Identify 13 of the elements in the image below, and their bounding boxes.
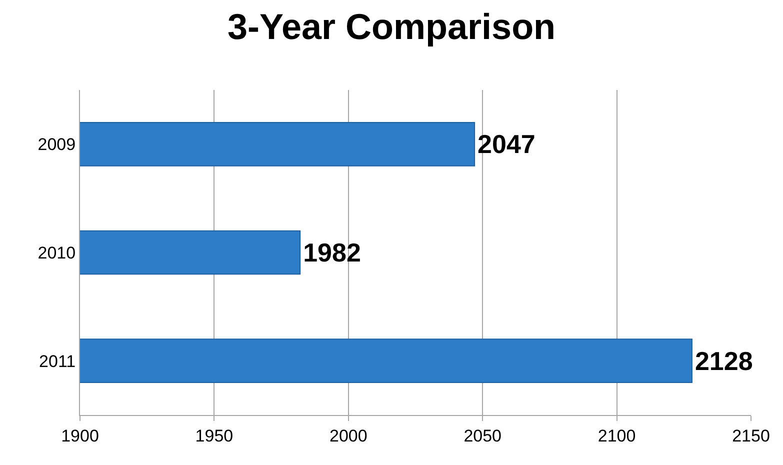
y-tick-label: 2011 <box>39 352 76 371</box>
x-tick-label: 1900 <box>61 426 99 446</box>
x-tick-label: 2000 <box>329 426 368 446</box>
x-tick-label: 2050 <box>464 426 502 446</box>
chart-title: 3-Year Comparison <box>227 6 556 48</box>
x-tick-label: 1950 <box>195 426 234 446</box>
data-label: 2128 <box>694 346 753 376</box>
x-tick-label: 2100 <box>598 426 636 446</box>
y-tick-label: 2009 <box>38 135 76 154</box>
data-label: 2047 <box>478 129 536 160</box>
x-tick-label: 2150 <box>732 426 770 446</box>
data-label: 1982 <box>303 238 361 268</box>
y-tick-label: 2010 <box>38 243 76 262</box>
